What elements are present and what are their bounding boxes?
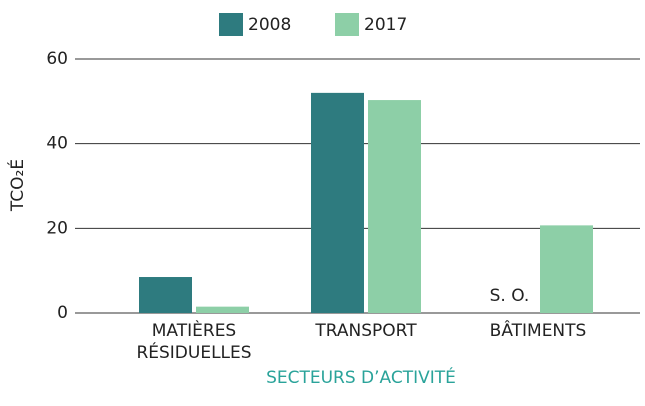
- x-tick-label: MATIÈRES RÉSIDUELLES: [136, 319, 251, 363]
- bar: [311, 92, 364, 313]
- x-axis-title: SECTEURS D’ACTIVITÉ: [266, 366, 456, 388]
- x-tick-label: TRANSPORT: [314, 321, 417, 341]
- bar: [368, 100, 421, 314]
- bar: [540, 225, 593, 313]
- legend-swatch: [335, 13, 359, 36]
- legend-swatch: [219, 13, 243, 36]
- legend-label: 2017: [364, 15, 407, 35]
- annotation: S. O.: [490, 286, 530, 306]
- y-tick-label: 60: [46, 49, 68, 69]
- bar: [196, 306, 249, 313]
- y-tick-label: 20: [46, 218, 68, 238]
- y-tick-label: 0: [57, 303, 68, 323]
- bar: [139, 277, 192, 313]
- legend-label: 2008: [248, 15, 291, 35]
- x-tick-label: BÂTIMENTS: [490, 319, 587, 341]
- y-tick-label: 40: [46, 134, 68, 154]
- y-axis-title: TCO₂É: [6, 159, 28, 212]
